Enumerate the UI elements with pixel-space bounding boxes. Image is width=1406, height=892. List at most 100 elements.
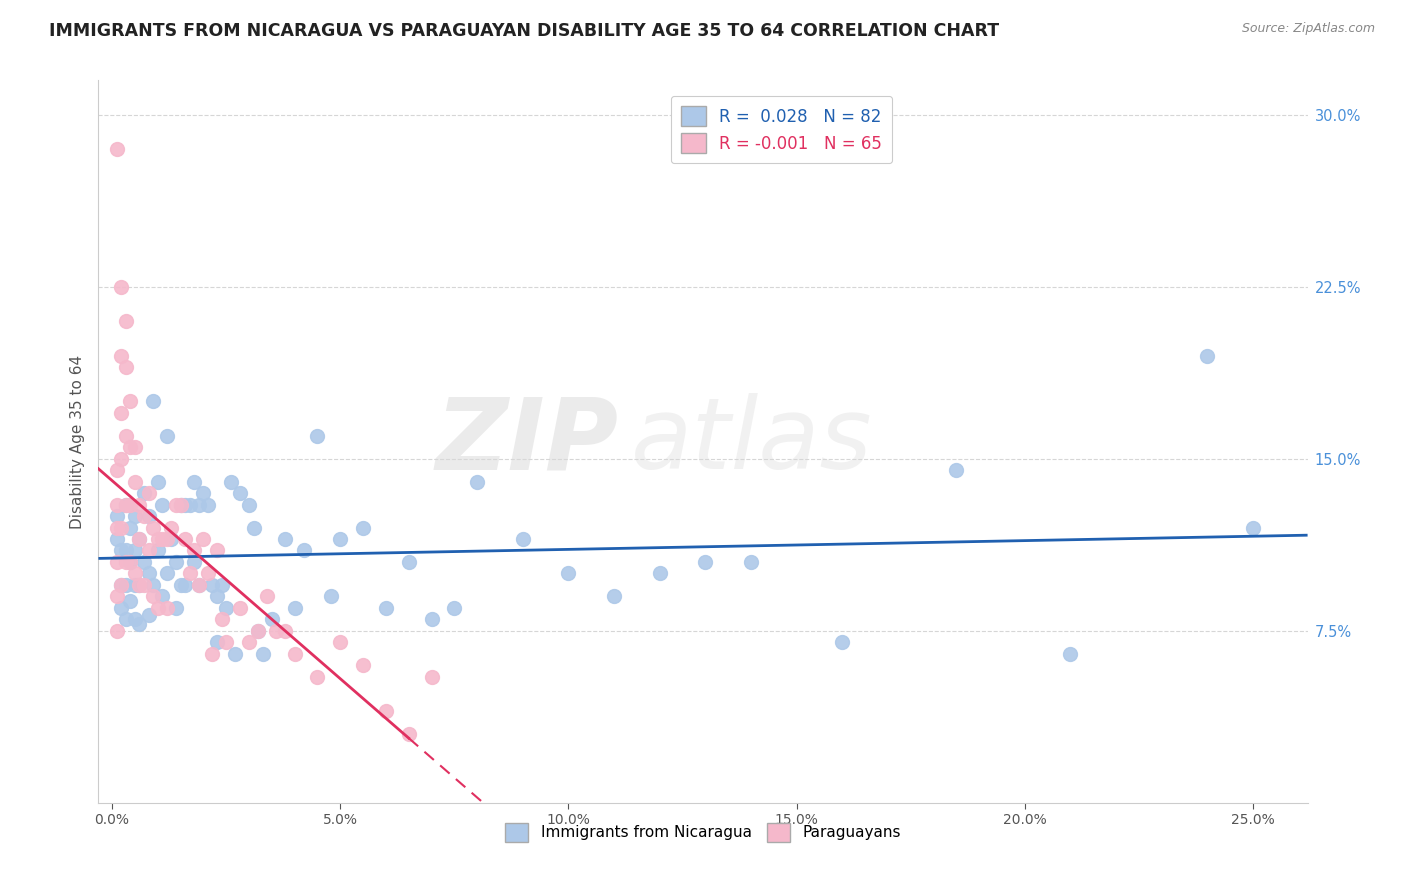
Point [124, 578, 146, 592]
Point [274, 532, 297, 546]
Point [284, 647, 307, 661]
Point [179, 566, 201, 581]
Point [224, 647, 246, 661]
Point [146, 475, 169, 489]
Point [169, 578, 191, 592]
Point [156, 532, 179, 546]
Point [465, 475, 488, 489]
Point [110, 520, 132, 534]
Point [374, 600, 396, 615]
Point [132, 555, 155, 569]
Point [329, 635, 352, 649]
Point [205, 590, 228, 604]
Point [274, 624, 297, 638]
Point [398, 555, 420, 569]
Point [174, 532, 197, 546]
Point [156, 566, 179, 581]
Point [512, 532, 534, 546]
Point [201, 647, 224, 661]
Y-axis label: Disability Age 35 to 64: Disability Age 35 to 64 [69, 354, 84, 529]
Point [169, 498, 191, 512]
Point [105, 532, 128, 546]
Point [557, 566, 579, 581]
Point [238, 635, 260, 649]
Point [114, 429, 136, 443]
Point [187, 498, 209, 512]
Point [398, 727, 420, 741]
Point [831, 635, 853, 649]
Point [211, 612, 233, 626]
Point [219, 475, 242, 489]
Point [105, 142, 128, 156]
Point [229, 486, 252, 500]
Point [321, 590, 343, 604]
Point [443, 600, 465, 615]
Point [156, 600, 179, 615]
Point [183, 475, 205, 489]
Point [945, 463, 967, 477]
Point [110, 543, 132, 558]
Point [165, 600, 187, 615]
Point [128, 532, 150, 546]
Text: IMMIGRANTS FROM NICARAGUA VS PARAGUAYAN DISABILITY AGE 35 TO 64 CORRELATION CHAR: IMMIGRANTS FROM NICARAGUA VS PARAGUAYAN … [49, 22, 1000, 40]
Point [132, 509, 155, 524]
Point [187, 578, 209, 592]
Point [142, 520, 165, 534]
Point [128, 616, 150, 631]
Point [120, 555, 142, 569]
Point [307, 670, 329, 684]
Point [242, 520, 264, 534]
Point [120, 440, 142, 454]
Point [120, 498, 142, 512]
Point [120, 594, 142, 608]
Point [695, 555, 717, 569]
Point [150, 590, 173, 604]
Point [160, 532, 183, 546]
Point [114, 543, 136, 558]
Point [229, 600, 252, 615]
Point [128, 532, 150, 546]
Point [132, 486, 155, 500]
Point [292, 543, 315, 558]
Point [247, 624, 270, 638]
Point [160, 520, 183, 534]
Point [193, 486, 215, 500]
Point [174, 578, 197, 592]
Point [169, 498, 191, 512]
Point [114, 578, 136, 592]
Point [260, 612, 283, 626]
Point [120, 555, 142, 569]
Point [110, 406, 132, 420]
Point [128, 498, 150, 512]
Point [215, 600, 238, 615]
Point [266, 624, 288, 638]
Point [105, 509, 128, 524]
Point [124, 475, 146, 489]
Point [114, 314, 136, 328]
Point [238, 498, 260, 512]
Point [128, 578, 150, 592]
Point [197, 566, 219, 581]
Point [114, 359, 136, 374]
Point [110, 349, 132, 363]
Point [256, 590, 278, 604]
Point [138, 607, 160, 622]
Point [124, 440, 146, 454]
Point [193, 532, 215, 546]
Point [174, 498, 197, 512]
Point [329, 532, 352, 546]
Text: Source: ZipAtlas.com: Source: ZipAtlas.com [1241, 22, 1375, 36]
Point [150, 532, 173, 546]
Point [105, 498, 128, 512]
Point [374, 704, 396, 718]
Point [114, 555, 136, 569]
Point [183, 555, 205, 569]
Point [247, 624, 270, 638]
Point [165, 555, 187, 569]
Point [307, 429, 329, 443]
Point [420, 612, 443, 626]
Point [138, 486, 160, 500]
Point [105, 555, 128, 569]
Point [142, 590, 165, 604]
Text: atlas: atlas [630, 393, 872, 490]
